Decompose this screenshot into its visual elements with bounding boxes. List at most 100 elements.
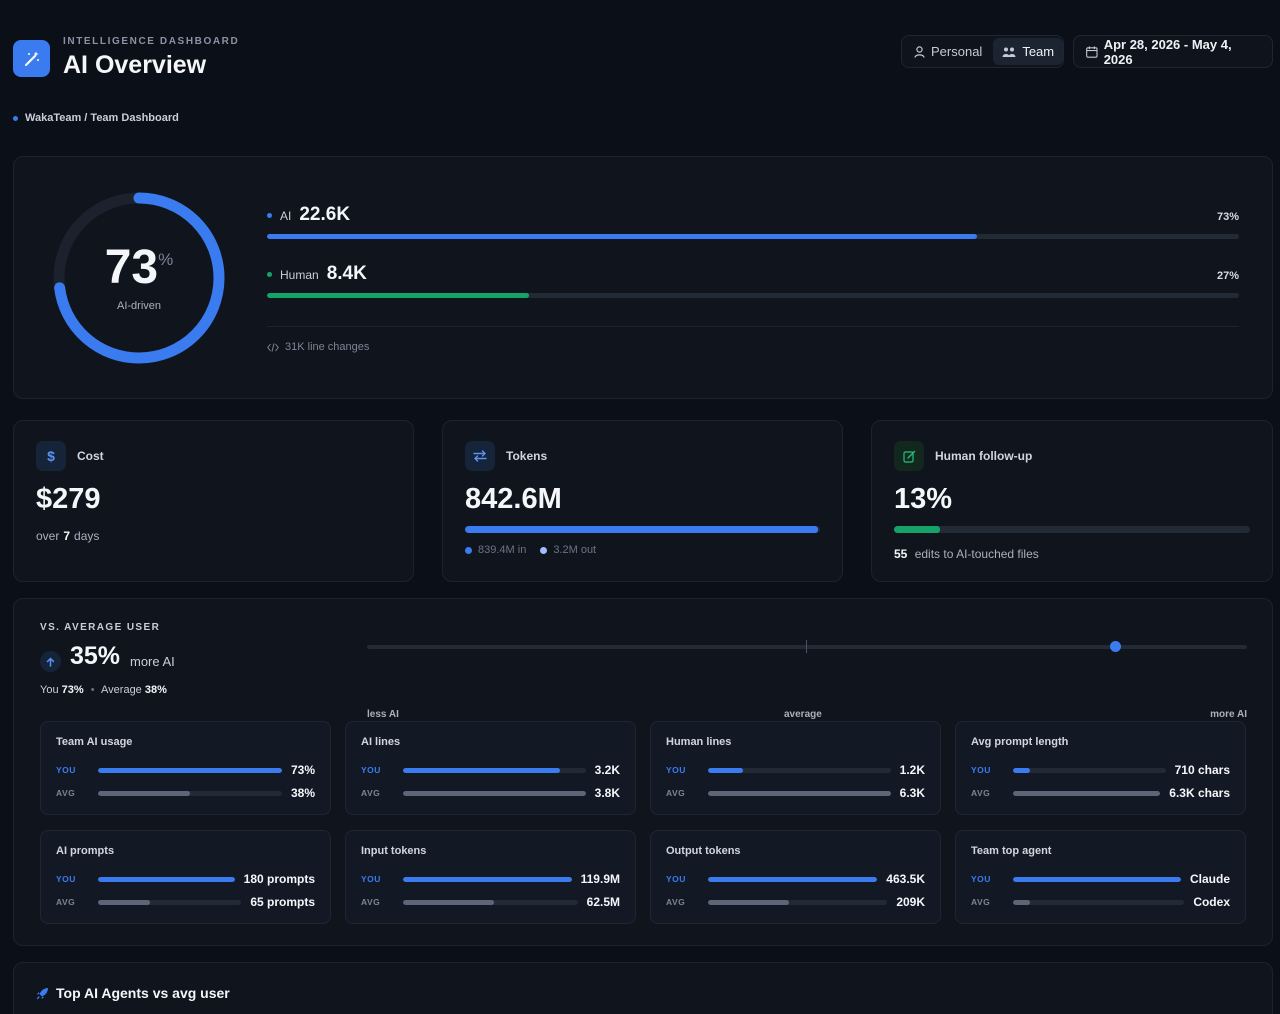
metric-avg-bar-fill: [1013, 790, 1161, 796]
user-icon: [914, 45, 925, 58]
metric-you-bar: [98, 767, 282, 773]
metric-you-value: 710 chars: [1174, 763, 1230, 777]
donut-label: AI-driven: [116, 300, 162, 312]
input-dot-icon: [465, 546, 472, 554]
page-header: INTELLIGENCE DASHBOARD AI Overview Perso…: [13, 35, 1273, 95]
metric-you-row: YOU 119.9M: [361, 872, 620, 886]
avg-tag: AVG: [56, 788, 76, 798]
code-icon: [267, 342, 279, 352]
followup-detail: 55 edits to AI-touched files: [894, 547, 1039, 561]
metric-you-value: 180 prompts: [243, 872, 315, 886]
metric-you-bar-fill: [708, 876, 878, 882]
metric-avg-bar: [1013, 899, 1185, 905]
arrow-up-icon: [40, 651, 61, 672]
metric-you-value: 463.5K: [886, 872, 925, 886]
tokens-card: Tokens 842.6M 839.4M in 3.2M out: [442, 420, 843, 582]
metric-title: Output tokens: [666, 845, 741, 857]
divider: [267, 326, 1239, 327]
followup-card: Human follow-up 13% 55 edits to AI-touch…: [871, 420, 1273, 582]
scope-toggle: Personal Team: [901, 35, 1064, 68]
scale-average-tick: [806, 640, 807, 653]
tokens-value: 842.6M: [465, 483, 562, 515]
you-value: 73%: [61, 684, 84, 696]
swap-icon: [465, 441, 495, 471]
tokens-out: 3.2M out: [553, 544, 597, 556]
metric-tile: AI prompts YOU 180 prompts AVG 65 prompts: [40, 830, 331, 924]
metric-avg-row: AVG 6.3K chars: [971, 786, 1230, 800]
donut-unit: %: [158, 250, 174, 269]
followup-bar: [894, 526, 1250, 533]
avg-tag: AVG: [971, 897, 991, 907]
avg-tag: AVG: [361, 897, 381, 907]
metric-avg-value: 38%: [290, 786, 315, 800]
metric-you-value: 119.9M: [580, 872, 620, 886]
human-label: Human: [280, 268, 319, 282]
metric-tile: Avg prompt length YOU 710 chars AVG 6.3K cha…: [955, 721, 1246, 815]
you-tag: YOU: [56, 765, 76, 775]
tokens-label: Tokens: [506, 449, 548, 463]
avg-tag: AVG: [666, 897, 686, 907]
metric-avg-bar-fill: [403, 899, 494, 905]
metric-avg-bar-fill: [708, 899, 789, 905]
metric-tile: Team top agent YOU Claude AVG Codex: [955, 830, 1246, 924]
human-bar-fill: [267, 293, 530, 298]
avg-tag: AVG: [971, 788, 991, 798]
metric-title: Input tokens: [361, 845, 427, 857]
donut-ai-arc: [53, 192, 225, 364]
metric-you-bar-fill: [403, 767, 561, 773]
ai-dot-icon: [267, 212, 272, 218]
ai-value: 22.6K: [299, 204, 351, 225]
you-tag: YOU: [666, 874, 686, 884]
you-tag: YOU: [56, 874, 76, 884]
metric-you-bar-fill: [1013, 876, 1181, 882]
metric-title: AI lines: [361, 736, 401, 748]
metric-avg-value: 6.3K: [899, 786, 925, 800]
metric-avg-bar: [708, 899, 888, 905]
metric-you-row: YOU 3.2K: [361, 763, 620, 777]
metric-title: AI prompts: [56, 845, 115, 857]
metric-avg-row: AVG 38%: [56, 786, 315, 800]
metric-avg-bar: [1013, 790, 1161, 796]
metric-tile: Human lines YOU 1.2K AVG 6.3K: [650, 721, 941, 815]
ai-share-donut: 73% AI-driven: [51, 190, 227, 366]
metric-title: Team top agent: [971, 845, 1052, 857]
ai-bar: [267, 234, 1239, 239]
followup-label: Human follow-up: [935, 449, 1033, 463]
metric-you-bar: [403, 876, 572, 882]
you-tag: YOU: [971, 765, 991, 775]
human-pct: 27%: [1216, 270, 1239, 282]
output-dot-icon: [540, 546, 548, 554]
cost-label: Cost: [77, 449, 104, 463]
metric-tile: Team AI usage YOU 73% AVG 38%: [40, 721, 331, 815]
ai-pct: 73%: [1216, 211, 1239, 223]
personal-toggle-button[interactable]: Personal: [905, 38, 991, 65]
metric-avg-bar: [403, 790, 586, 796]
vs-average-eyebrow: VS. AVERAGE USER: [40, 622, 161, 633]
scale-label-average: average: [784, 709, 822, 720]
metric-you-value: 1.2K: [899, 763, 925, 777]
followup-bar-fill: [894, 526, 941, 533]
metric-avg-value: 65 prompts: [250, 895, 315, 909]
ai-usage-scale: less AI average more AI: [367, 640, 1247, 720]
metric-avg-bar-fill: [98, 790, 190, 796]
human-value: 8.4K: [326, 263, 367, 284]
breadcrumb-text[interactable]: WakaTeam / Team Dashboard: [25, 112, 179, 124]
breadcrumb-dot-icon: [13, 115, 18, 121]
ai-label: AI: [280, 209, 292, 223]
cost-period: over 7 days: [36, 529, 99, 543]
ai-bar-fill: [267, 234, 977, 239]
metric-you-bar: [1013, 767, 1166, 773]
metric-you-value: 3.2K: [594, 763, 620, 777]
metric-you-bar-fill: [403, 876, 572, 882]
top-agents-card: Top AI Agents vs avg user: [13, 962, 1273, 1014]
scale-position-marker: [1110, 641, 1121, 652]
line-changes-text: 31K line changes: [285, 341, 370, 353]
followup-edits-count: 55: [894, 547, 908, 561]
team-toggle-button[interactable]: Team: [993, 38, 1064, 65]
personal-toggle-label: Personal: [931, 44, 983, 59]
scale-label-less: less AI: [367, 709, 399, 720]
metric-you-value: 73%: [290, 763, 315, 777]
date-range-picker[interactable]: Apr 28, 2026 - May 4, 2026: [1073, 35, 1273, 68]
metric-avg-row: AVG 209K: [666, 895, 925, 909]
metric-avg-bar: [98, 790, 282, 796]
